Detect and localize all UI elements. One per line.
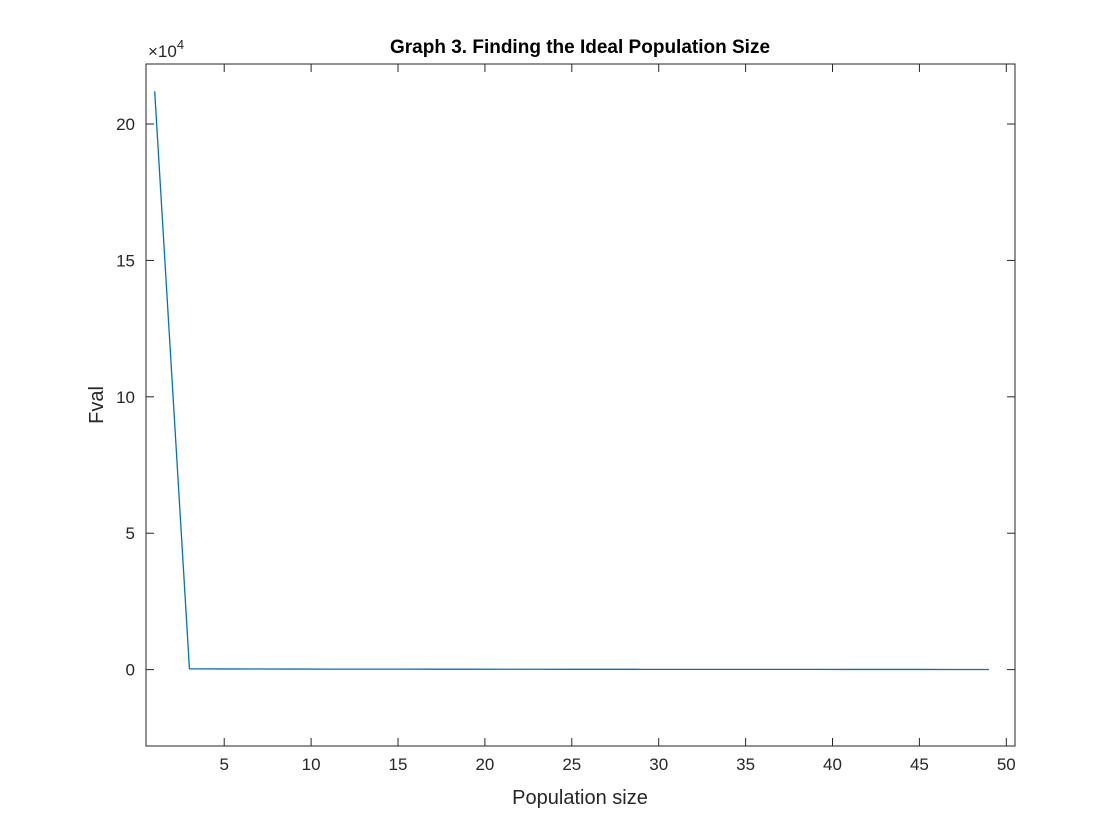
y-axis-exponent-base: ×10 bbox=[148, 42, 177, 61]
x-tick-label: 5 bbox=[219, 755, 228, 774]
y-axis-exponent-power: 4 bbox=[177, 37, 184, 52]
y-tick-label: 10 bbox=[116, 388, 135, 407]
y-tick-label: 5 bbox=[126, 524, 135, 543]
x-axis-ticks: 5 10 15 20 25 30 35 40 45 50 bbox=[219, 64, 1016, 774]
x-tick-label: 15 bbox=[389, 755, 408, 774]
x-tick-label: 20 bbox=[475, 755, 494, 774]
x-tick-label: 30 bbox=[649, 755, 668, 774]
chart-title: Graph 3. Finding the Ideal Population Si… bbox=[390, 37, 770, 58]
y-axis-label: Fval bbox=[86, 386, 108, 424]
y-axis-exponent: ×104 bbox=[148, 37, 184, 61]
y-tick-label: 0 bbox=[126, 661, 135, 680]
series-layer bbox=[154, 91, 989, 671]
x-tick-label: 10 bbox=[302, 755, 321, 774]
plot-area bbox=[145, 63, 1016, 747]
x-tick-label: 35 bbox=[736, 755, 755, 774]
x-tick-label: 25 bbox=[562, 755, 581, 774]
series-line bbox=[154, 91, 989, 671]
x-tick-label: 50 bbox=[997, 755, 1016, 774]
y-tick-label: 15 bbox=[116, 251, 135, 270]
y-axis-ticks: 0 5 10 15 20 bbox=[116, 115, 1015, 680]
x-tick-label: 40 bbox=[823, 755, 842, 774]
x-axis-label: Population size bbox=[512, 787, 648, 809]
y-tick-label: 20 bbox=[116, 115, 135, 134]
x-tick-label: 45 bbox=[910, 755, 929, 774]
svg-text:×104: ×104 bbox=[148, 37, 184, 61]
